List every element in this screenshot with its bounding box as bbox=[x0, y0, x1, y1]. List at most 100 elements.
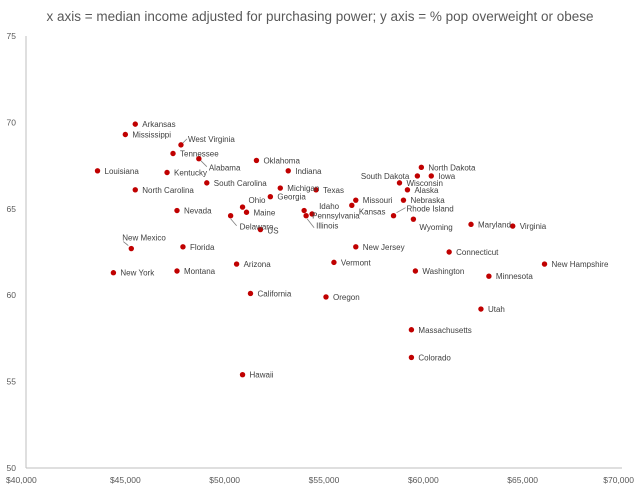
label-kansas: Kansas bbox=[359, 207, 386, 216]
label-north-carolina: North Carolina bbox=[142, 186, 194, 195]
label-south-dakota: South Dakota bbox=[361, 172, 410, 181]
label-indiana: Indiana bbox=[295, 167, 322, 176]
label-kentucky: Kentucky bbox=[174, 169, 207, 178]
point-louisiana bbox=[94, 168, 101, 174]
point-virginia bbox=[510, 223, 516, 229]
x-axis-ticks: $40,000 $45,000 $50,000 $55,000 $60,000 $65,0… bbox=[6, 475, 634, 485]
point-iowa bbox=[428, 173, 434, 179]
point-west-virginia bbox=[178, 142, 184, 148]
point-vermont bbox=[331, 259, 337, 266]
point-montana bbox=[174, 268, 180, 274]
y-tick-label: 60 bbox=[7, 290, 17, 300]
point-california bbox=[247, 290, 254, 297]
point-nebraska bbox=[400, 197, 407, 203]
point-colorado bbox=[408, 354, 415, 361]
point-kansas bbox=[349, 202, 355, 209]
label-pennsylvania: Pennsylvania bbox=[312, 212, 360, 221]
label-alabama: Alabama bbox=[209, 164, 241, 173]
label-west-virginia: West Virginia bbox=[188, 135, 235, 144]
leader-new-mexico bbox=[123, 241, 129, 246]
point-ohio bbox=[239, 204, 246, 210]
point-kentucky bbox=[164, 169, 170, 176]
point-indiana bbox=[285, 168, 291, 174]
label-new-york: New York bbox=[120, 269, 155, 278]
point-massachusetts bbox=[408, 327, 415, 333]
label-missouri: Missouri bbox=[363, 196, 393, 205]
y-axis-ticks: 50 55 60 65 70 75 bbox=[7, 31, 17, 473]
label-oklahoma: Oklahoma bbox=[263, 156, 300, 165]
label-arkansas: Arkansas bbox=[142, 120, 175, 129]
label-minnesota: Minnesota bbox=[496, 272, 533, 281]
label-arizona: Arizona bbox=[244, 260, 272, 269]
label-hawaii: Hawaii bbox=[250, 371, 274, 380]
label-michigan: Michigan bbox=[287, 184, 319, 193]
leader-illinois bbox=[306, 218, 315, 228]
chart-title: x axis = median income adjusted for purc… bbox=[46, 9, 593, 24]
y-tick-label: 50 bbox=[7, 463, 17, 473]
point-new-hampshire bbox=[541, 261, 548, 267]
x-tick-label: $40,000 bbox=[6, 475, 37, 485]
label-washington: Washington bbox=[422, 267, 464, 276]
leader-alabama bbox=[200, 160, 208, 167]
label-wyoming: Wyoming bbox=[419, 223, 452, 232]
label-connecticut: Connecticut bbox=[456, 248, 499, 257]
label-delaware: Delaware bbox=[240, 223, 274, 232]
point-georgia bbox=[267, 194, 274, 200]
point-new-york bbox=[110, 270, 117, 276]
point-arizona bbox=[233, 261, 240, 267]
label-us: US bbox=[267, 227, 278, 236]
label-georgia: Georgia bbox=[277, 193, 306, 202]
point-delaware bbox=[227, 213, 234, 219]
label-utah: Utah bbox=[488, 305, 505, 314]
x-tick-label: $65,000 bbox=[507, 475, 538, 485]
label-new-jersey: New Jersey bbox=[363, 243, 405, 252]
label-louisiana: Louisiana bbox=[105, 167, 140, 176]
point-florida bbox=[180, 244, 186, 250]
point-oregon bbox=[323, 294, 329, 300]
label-nebraska: Nebraska bbox=[410, 196, 445, 205]
label-tennessee: Tennessee bbox=[180, 150, 219, 159]
point-arkansas bbox=[132, 121, 138, 127]
x-tick-label: $45,000 bbox=[110, 475, 141, 485]
label-florida: Florida bbox=[190, 243, 215, 252]
leader-rhode-island bbox=[396, 207, 406, 214]
label-nevada: Nevada bbox=[184, 207, 212, 216]
point-maryland bbox=[468, 221, 474, 228]
point-maine bbox=[243, 209, 250, 215]
point-illinois bbox=[303, 213, 309, 219]
label-new-hampshire: New Hampshire bbox=[552, 260, 609, 269]
point-pennsylvania bbox=[301, 207, 307, 214]
point-idaho bbox=[309, 211, 315, 217]
point-new-jersey bbox=[353, 244, 359, 250]
point-north-dakota bbox=[418, 164, 425, 171]
point-utah bbox=[478, 306, 484, 312]
point-oklahoma bbox=[253, 157, 260, 164]
label-maine: Maine bbox=[254, 208, 276, 217]
label-new-mexico: New Mexico bbox=[122, 234, 166, 243]
point-us bbox=[257, 226, 264, 233]
label-rhode-island: Rhode Island bbox=[407, 205, 454, 214]
label-virginia: Virginia bbox=[520, 222, 547, 231]
label-ohio: Ohio bbox=[249, 196, 266, 205]
point-north-carolina bbox=[132, 187, 138, 193]
point-washington bbox=[412, 268, 419, 274]
point-south-carolina bbox=[204, 180, 210, 186]
point-tennessee bbox=[170, 150, 176, 157]
x-tick-label: $70,000 bbox=[603, 475, 634, 485]
label-mississippi: Mississippi bbox=[132, 130, 171, 139]
label-texas: Texas bbox=[323, 186, 344, 195]
leader-delaware bbox=[230, 218, 237, 226]
point-missouri bbox=[353, 197, 359, 203]
y-tick-label: 55 bbox=[7, 377, 17, 387]
point-new-mexico bbox=[128, 245, 134, 252]
label-oregon: Oregon bbox=[333, 293, 360, 302]
y-tick-label: 70 bbox=[7, 117, 17, 127]
point-south-dakota bbox=[414, 173, 421, 179]
label-illinois: Illinois bbox=[316, 222, 338, 231]
point-wisconsin bbox=[396, 180, 403, 186]
point-nevada bbox=[174, 207, 180, 214]
label-iowa: Iowa bbox=[438, 172, 455, 181]
point-connecticut bbox=[446, 249, 452, 255]
